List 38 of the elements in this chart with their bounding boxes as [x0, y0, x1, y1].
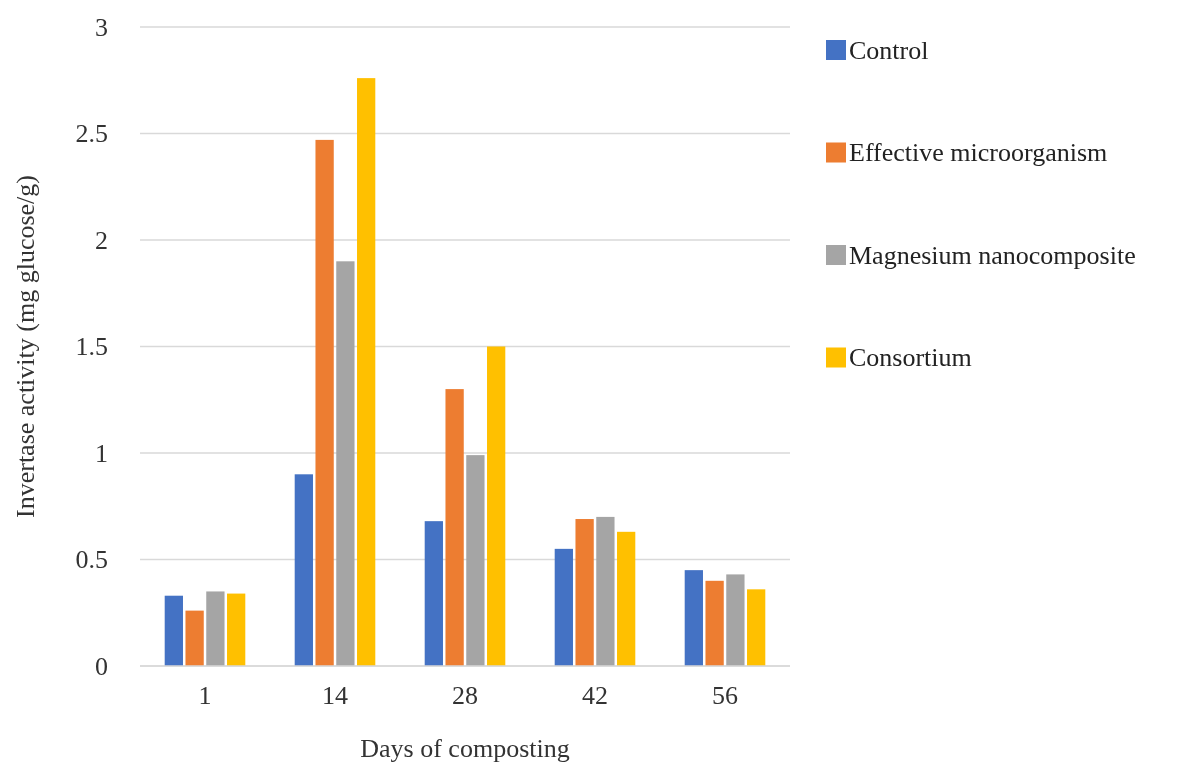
y-axis-title: Invertase activity (mg glucose/g)	[11, 175, 40, 518]
legend-label: Effective microorganism	[849, 138, 1108, 167]
bar	[445, 389, 464, 666]
y-tick-label: 3	[95, 12, 108, 42]
bar	[617, 531, 636, 666]
bar	[684, 570, 703, 666]
x-tick-label: 1	[198, 681, 212, 710]
bar	[726, 574, 745, 666]
y-tick-label: 0	[95, 651, 108, 681]
bar	[554, 548, 573, 666]
x-axis-title: Days of composting	[360, 734, 570, 763]
bar	[336, 261, 355, 666]
bar	[596, 516, 615, 666]
bar	[424, 521, 443, 666]
bar	[705, 580, 724, 666]
bar	[227, 593, 246, 666]
bar	[466, 455, 485, 666]
bar	[575, 519, 594, 666]
x-tick-label: 14	[322, 681, 348, 710]
x-tick-label: 56	[712, 681, 738, 710]
bar	[185, 610, 204, 666]
x-tick-label: 42	[582, 681, 608, 710]
bar	[747, 589, 766, 666]
y-tick-label: 1	[95, 438, 108, 468]
y-tick-label: 2	[95, 225, 108, 255]
x-tick-label: 28	[452, 681, 478, 710]
bar	[206, 591, 225, 666]
bar	[164, 595, 183, 666]
bar	[357, 78, 376, 666]
legend-label: Control	[849, 35, 929, 65]
y-tick-label: 2.5	[75, 119, 108, 148]
legend-label: Magnesium nanocomposite	[849, 240, 1136, 270]
y-tick-label: 1.5	[75, 332, 108, 361]
bar	[315, 139, 334, 666]
y-tick-label: 0.5	[75, 545, 108, 574]
bar	[487, 346, 506, 666]
legend-label: Consortium	[849, 343, 972, 372]
bar	[294, 474, 313, 666]
